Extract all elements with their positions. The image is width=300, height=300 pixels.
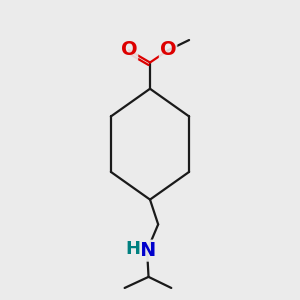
Text: H: H — [126, 240, 141, 258]
Text: O: O — [121, 40, 137, 59]
Text: O: O — [160, 40, 176, 59]
Text: N: N — [139, 241, 155, 260]
